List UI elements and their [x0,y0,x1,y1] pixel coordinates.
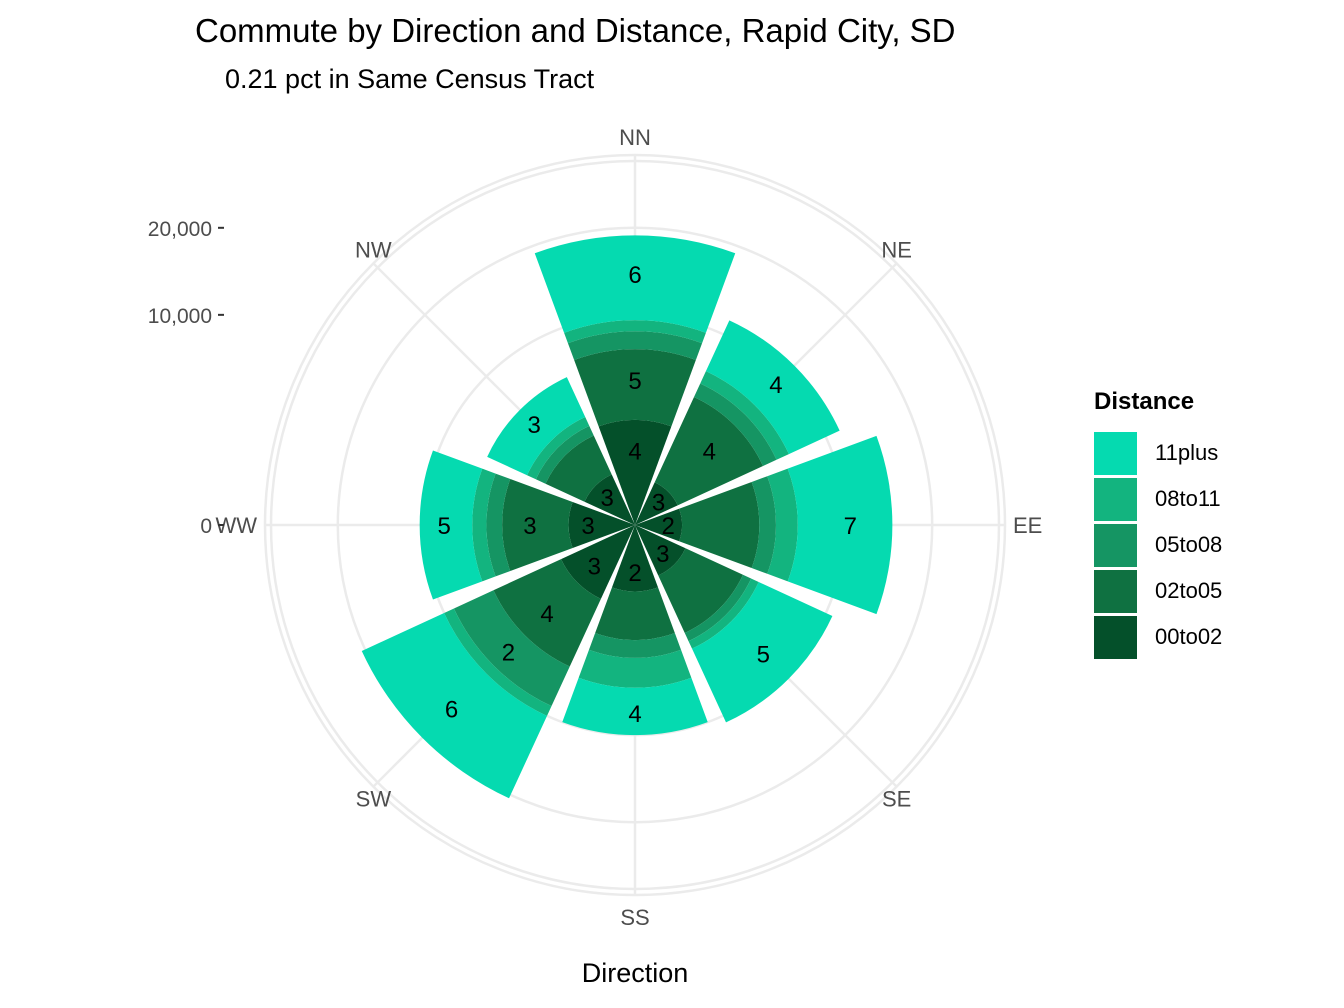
bar-se-11plus [692,582,833,723]
bar-se-02to05 [658,548,743,633]
bar-label-se-00to02: 3 [656,541,669,568]
bar-nw-08to11 [527,417,590,480]
bar-sw-02to05 [493,559,601,667]
direction-label-ee: EE [1013,513,1042,538]
bar-label-nn-11plus: 6 [628,262,641,289]
bar-ne-11plus [705,320,840,455]
bar-sw-05to08 [453,590,570,707]
legend-item-05to08: 05to08 [1094,522,1222,568]
direction-label-nn: NN [619,125,651,150]
bar-label-ee-00to02: 2 [662,513,675,540]
bar-label-sw-02to05: 4 [540,601,553,628]
legend-title: Distance [1094,388,1195,415]
bar-label-ss-00to02: 2 [628,560,641,587]
direction-label-se: SE [882,787,911,812]
bar-sw-08to11 [444,608,552,716]
bar-ne-08to11 [700,371,789,460]
bar-sw-00to02 [561,525,635,599]
bar-se-00to02 [635,525,686,576]
y-tick-label: 10,000 [148,305,212,328]
bar-label-ww-11plus: 5 [437,513,450,540]
bar-nn-02to05 [574,349,696,427]
bar-label-sw-11plus: 6 [445,697,458,724]
bar-ne-02to05 [654,396,764,506]
bar-ss-08to11 [578,649,692,688]
bar-se-08to11 [688,578,759,649]
bar-label-ne-11plus: 4 [769,372,782,399]
y-tick-label: 20,000 [148,218,212,241]
legend-swatch [1094,569,1137,613]
bar-label-ww-02to05: 3 [523,513,536,540]
bar-nw-11plus [487,377,586,476]
legend: Distance 11plus 08to11 05to08 02to05 00to02 [1094,388,1222,660]
legend-label: 00to02 [1155,624,1223,649]
legend-item-08to11: 08to11 [1094,476,1222,522]
bar-nw-05to08 [535,425,594,484]
bar-label-sw-05to08: 2 [502,640,515,667]
legend-item-02to05: 02to05 [1094,568,1222,614]
bar-ww-02to05 [502,478,573,572]
direction-label-ss: SS [620,905,649,930]
bar-label-nw-00to02: 3 [601,485,614,512]
bar-ne-05to08 [694,383,777,466]
bar-nw-00to02 [584,474,635,525]
bar-nn-00to02 [598,419,672,525]
direction-label-nw: NW [355,237,392,262]
legend-items: 11plus 08to11 05to08 02to05 00to02 [1094,430,1222,660]
bar-sw-11plus [361,612,548,799]
bar-ss-11plus [562,677,708,736]
legend-label: 02to05 [1155,578,1223,603]
bar-label-ww-00to02: 3 [581,513,594,540]
bar-ee-08to11 [767,468,798,582]
bar-label-ss-11plus: 4 [628,701,641,728]
legend-swatch [1094,477,1137,521]
bar-ss-05to08 [588,632,682,658]
x-axis-title: Direction [581,958,689,988]
bar-label-ne-00to02: 3 [652,490,665,517]
y-tick-label: 0 [200,515,212,538]
bar-nw-02to05 [545,435,612,502]
legend-label: 11plus [1155,440,1219,465]
bar-layer [361,235,893,799]
bar-label-nn-00to02: 4 [628,439,641,466]
bar-label-ee-11plus: 7 [844,513,857,540]
legend-swatch [1094,523,1137,567]
bar-ee-00to02 [635,508,682,542]
bar-ww-05to08 [486,473,511,577]
legend-item-11plus: 11plus [1094,430,1222,476]
direction-label-ne: NE [881,237,912,262]
bar-ss-00to02 [611,525,659,592]
direction-label-sw: SW [356,787,392,812]
bar-ee-02to05 [679,481,760,569]
bar-label-sw-00to02: 3 [588,554,601,581]
bar-ee-05to08 [751,476,776,574]
bar-ne-00to02 [635,482,678,525]
legend-swatch [1094,615,1137,659]
bar-se-05to08 [684,574,752,642]
bar-ww-00to02 [568,501,635,549]
bar-label-ne-02to05: 4 [703,439,716,466]
bar-ww-11plus [419,450,483,600]
bar-nn-05to08 [567,331,703,361]
bar-ss-02to05 [595,587,675,641]
bar-ee-11plus [787,435,893,615]
bar-nn-11plus [534,235,736,333]
bar-ww-08to11 [472,468,496,582]
bar-nn-08to11 [564,320,706,344]
legend-swatch [1094,431,1137,475]
bar-label-se-11plus: 5 [757,641,770,668]
chart-subtitle: 0.21 pct in Same Census Tract [225,64,595,94]
chart-title: Commute by Direction and Distance, Rapid… [195,12,956,49]
legend-label: 05to08 [1155,532,1223,557]
bar-label-nw-11plus: 3 [528,412,541,439]
legend-item-00to02: 00to02 [1094,614,1222,660]
bar-label-nn-02to05: 5 [628,368,641,395]
legend-label: 08to11 [1155,486,1221,511]
